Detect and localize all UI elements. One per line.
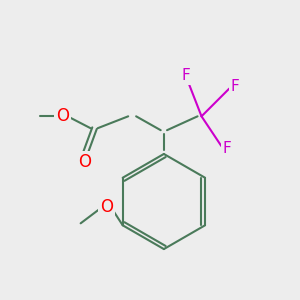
Text: F: F: [231, 79, 240, 94]
Text: O: O: [78, 153, 91, 171]
Text: O: O: [56, 107, 69, 125]
Text: F: F: [223, 140, 232, 155]
Text: O: O: [100, 199, 113, 217]
Text: F: F: [181, 68, 190, 83]
